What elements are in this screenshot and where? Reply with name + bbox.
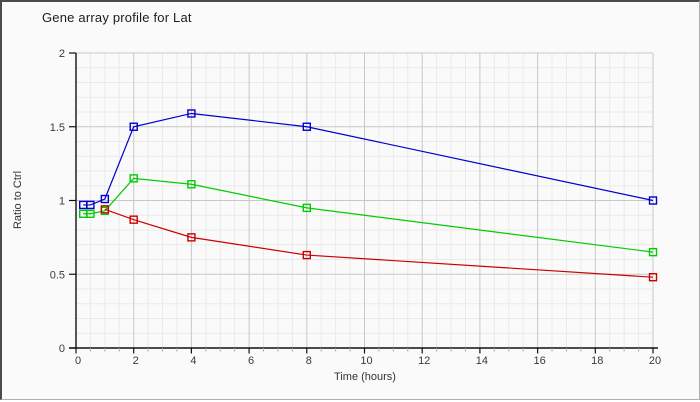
- data-point-marker: [187, 180, 196, 189]
- data-point-marker: [86, 200, 95, 210]
- x-tick-label: 6: [248, 355, 254, 367]
- x-tick-label: 2: [133, 355, 139, 367]
- data-point-marker: [187, 109, 196, 118]
- red-series: [100, 205, 658, 282]
- x-tick-label: 10: [360, 355, 372, 367]
- data-point-marker: [129, 122, 138, 131]
- y-tick-label: 2: [59, 48, 65, 60]
- series-line: [83, 112, 654, 206]
- y-tick-label: 1: [59, 196, 65, 208]
- data-point-marker: [302, 203, 311, 213]
- chart-title: Gene array profile for Lat: [42, 10, 192, 25]
- x-tick-label: 14: [476, 355, 488, 367]
- data-point-marker: [302, 250, 311, 260]
- data-point-marker: [86, 209, 95, 218]
- tick-layer: 00.511.520 2 4 6 8 10 12 14 16 18 20: [50, 48, 661, 367]
- series-line: [83, 177, 654, 253]
- data-point-marker: [100, 205, 110, 214]
- x-tick-label: 20: [649, 355, 661, 367]
- data-point-marker: [648, 273, 658, 282]
- data-point-marker: [302, 122, 311, 131]
- x-tick-label: 4: [190, 355, 196, 367]
- x-tick-label: 16: [533, 355, 545, 367]
- y-axis-title: Ratio to Ctrl: [12, 171, 24, 229]
- series-line: [104, 208, 654, 278]
- blue-series: [79, 109, 658, 210]
- grid-layer: [76, 52, 654, 348]
- green-series: [79, 174, 658, 257]
- data-point-marker: [648, 196, 658, 205]
- x-axis-title: Time (hours): [334, 371, 396, 383]
- data-point-marker: [129, 174, 138, 183]
- data-point-marker: [187, 233, 196, 242]
- x-tick-label: 8: [306, 355, 312, 367]
- data-point-marker: [129, 215, 138, 224]
- data-point-marker: [648, 247, 658, 257]
- x-tick-label: 12: [418, 355, 430, 367]
- data-point-marker: [100, 194, 110, 204]
- x-tick-label: 0: [75, 355, 81, 367]
- y-tick-label: 0: [59, 343, 65, 355]
- series-layer: [79, 109, 658, 282]
- x-tick-label: 18: [591, 355, 603, 367]
- y-tick-label: 0.5: [50, 269, 65, 281]
- y-tick-label: 1.5: [50, 122, 65, 134]
